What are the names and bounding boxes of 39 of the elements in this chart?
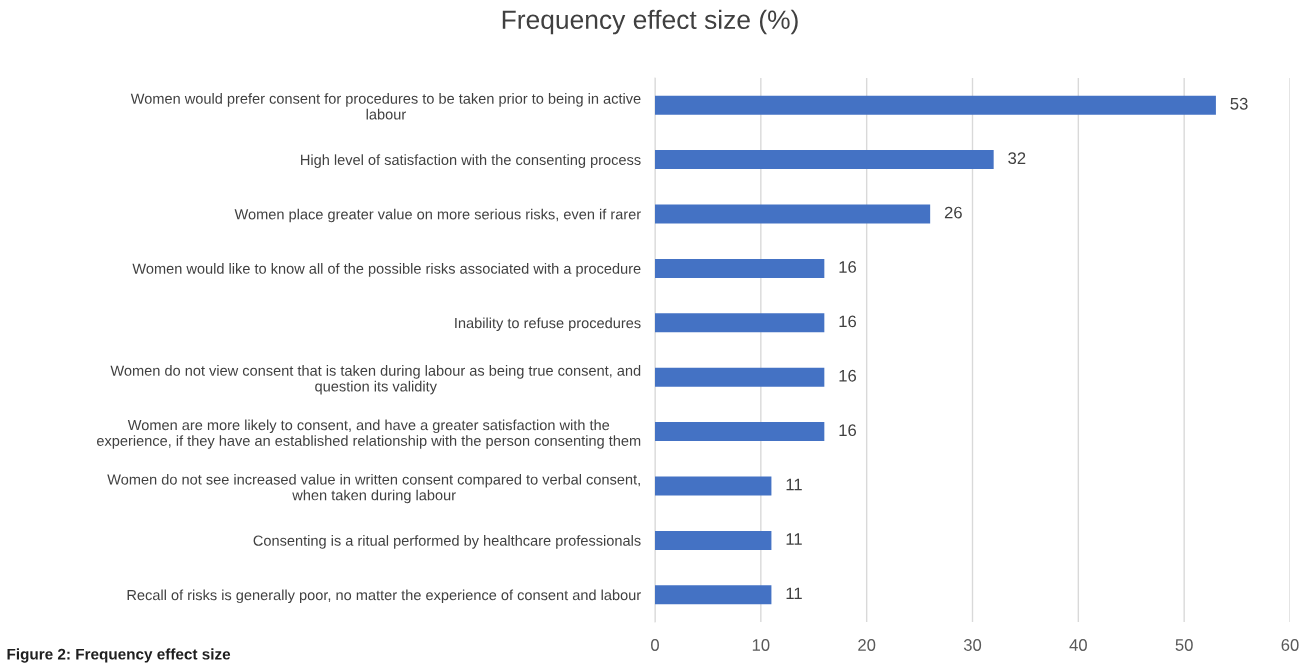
bar	[655, 313, 825, 333]
y-tick-label: Consenting is a ritual performed by healthcare professionals	[253, 535, 641, 549]
x-tick-label: 60	[1281, 639, 1299, 651]
bar	[655, 530, 772, 550]
data-label: 53	[1230, 97, 1248, 110]
bar	[655, 204, 931, 224]
y-tick-label: Recall of risks is generally poor, no matter the experience of consent and labour	[127, 589, 641, 604]
data-label: 16	[839, 369, 857, 382]
bar	[655, 422, 825, 442]
bar	[655, 367, 825, 387]
data-label: 11	[786, 587, 802, 600]
x-tick-label: 40	[1069, 639, 1087, 651]
data-label: 26	[944, 206, 962, 219]
caption: Figure 2: Frequency effect size	[7, 648, 231, 663]
data-label: 16	[839, 261, 857, 273]
x-tick-label: 30	[963, 639, 982, 651]
y-tick-label: Women do not view consent that is taken during labour as being true consent, and question its validity	[110, 365, 641, 395]
y-tick-label: Women are more likely to consent, and have a greater satisfaction with the experience, if they have an established relationship with the person consenting them	[96, 419, 641, 449]
x-tick-label: 0	[651, 639, 659, 651]
y-tick-label: Inability to refuse procedures	[455, 317, 641, 332]
y-tick-label: Women would like to know all of the possible risks associated with a procedure	[132, 263, 641, 277]
bar	[655, 476, 772, 496]
x-tick-label: 10	[752, 639, 770, 651]
y-tick-label: High level of satisfaction with the consenting process	[301, 154, 641, 168]
bar	[655, 95, 1216, 115]
y-tick-label: Women place greater value on more serious risks, even if rarer	[234, 208, 641, 223]
bar	[655, 585, 772, 605]
data-label: 16	[839, 315, 857, 328]
data-label: 16	[839, 424, 857, 437]
chart-title: Frequency effect size (%)	[502, 9, 798, 35]
bar	[655, 150, 994, 170]
data-label: 11	[786, 533, 802, 545]
bar	[655, 258, 825, 278]
y-tick-label: Women would prefer consent for procedures to be taken prior to being in active labour	[130, 93, 641, 120]
data-label: 32	[1008, 152, 1026, 165]
x-tick-label: 50	[1175, 639, 1193, 651]
y-tick-label: Women do not see increased value in written consent compared to verbal consent, when taken during labour	[107, 473, 640, 504]
data-label: 11	[786, 478, 802, 491]
x-tick-label: 20	[858, 639, 876, 651]
